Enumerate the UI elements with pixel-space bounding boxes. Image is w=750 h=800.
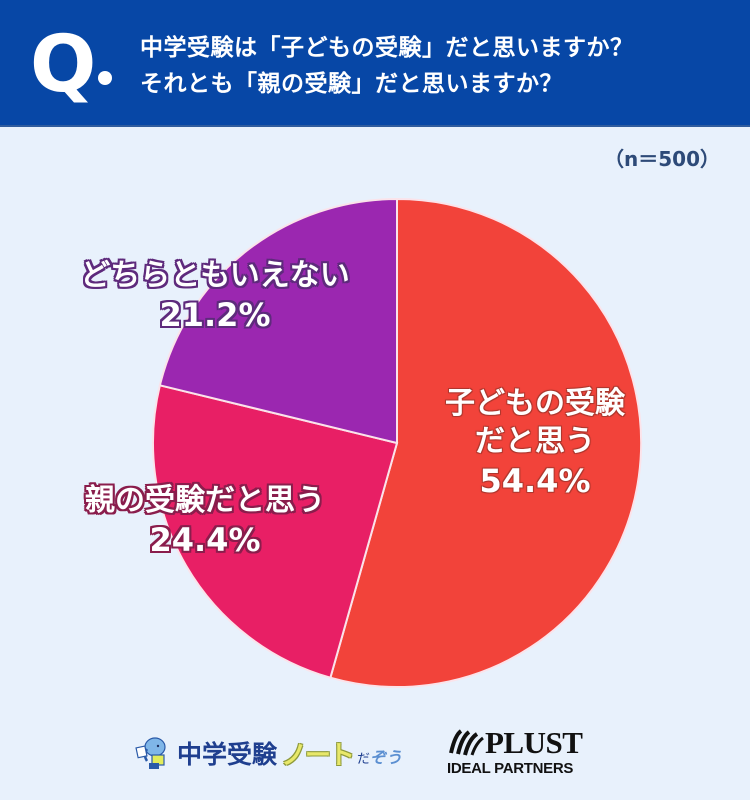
label-child-exam-line2: だと思う — [475, 424, 595, 459]
label-parent-exam-pct: 24.4% — [149, 521, 261, 559]
question-line-1: 中学受験は「子どもの受験」だと思いますか？ — [140, 35, 634, 61]
slice-neither — [158, 197, 398, 445]
question-text: 中学受験は「子どもの受験」だと思いますか？ それとも「親の受験」だと思いますか？ — [140, 30, 634, 102]
logo-zou-text: ぞう — [370, 748, 403, 767]
label-neither-pct: 21.2% — [159, 296, 271, 334]
label-child-exam: 子どもの受験 だと思う 54.4% — [425, 385, 645, 501]
logo-note-text: ノート — [281, 740, 355, 771]
plust-mark-icon — [449, 729, 484, 756]
question-line-2: それとも「親の受験」だと思いますか？ — [140, 71, 563, 97]
logo-da-text: だ — [357, 752, 371, 767]
slice-parent-exam — [152, 384, 399, 679]
plust-name: PLUST — [485, 725, 583, 760]
elephant-mascot-icon — [135, 737, 166, 769]
q-dot-icon — [98, 71, 112, 85]
q-mark: Q — [30, 20, 97, 110]
label-child-exam-pct: 54.4% — [479, 462, 591, 500]
plust-logo: PLUST IDEAL PARTNERS — [447, 727, 607, 782]
label-child-exam-line1: 子どもの受験 — [445, 386, 625, 421]
label-parent-exam: 親の受験だと思う 24.4% — [55, 482, 355, 560]
label-neither: どちらともいえない 21.2% — [45, 257, 385, 335]
plust-subtitle: IDEAL PARTNERS — [447, 760, 574, 777]
logo-main-text: 中学受験 — [177, 740, 278, 769]
chugaku-juken-note-logo: 中学受験 ノート だ ぞう — [135, 733, 402, 773]
label-parent-exam-line1: 親の受験だと思う — [85, 483, 325, 518]
question-header: Q 中学受験は「子どもの受験」だと思いますか？ それとも「親の受験」だと思います… — [0, 0, 750, 127]
slice-child-exam — [329, 197, 643, 688]
sample-size: （n＝500） — [604, 147, 720, 171]
label-neither-line1: どちらともいえない — [80, 258, 350, 293]
